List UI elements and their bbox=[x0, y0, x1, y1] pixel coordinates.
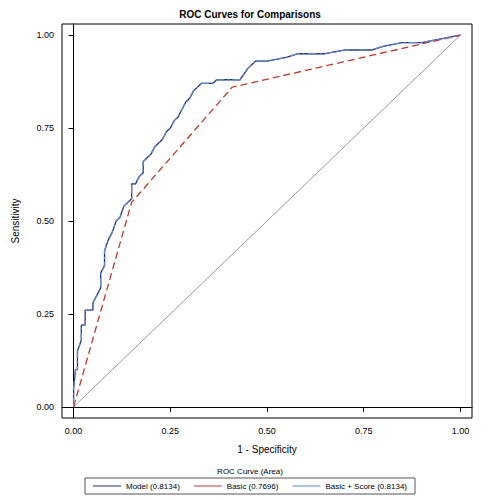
svg-text:1.00: 1.00 bbox=[36, 30, 54, 40]
svg-text:0.50: 0.50 bbox=[258, 426, 276, 436]
svg-text:0.25: 0.25 bbox=[36, 309, 54, 319]
svg-text:Model (0.8134): Model (0.8134) bbox=[126, 482, 180, 491]
svg-text:1.00: 1.00 bbox=[452, 426, 470, 436]
svg-text:0.25: 0.25 bbox=[162, 426, 180, 436]
svg-text:0.75: 0.75 bbox=[355, 426, 373, 436]
svg-text:ROC Curve (Area): ROC Curve (Area) bbox=[217, 467, 283, 476]
svg-text:1 - Specificity: 1 - Specificity bbox=[237, 444, 296, 455]
svg-text:Basic + Score (0.8134): Basic + Score (0.8134) bbox=[325, 482, 407, 491]
svg-text:Basic (0.7696): Basic (0.7696) bbox=[227, 482, 279, 491]
svg-text:0.00: 0.00 bbox=[36, 402, 54, 412]
svg-text:0.75: 0.75 bbox=[36, 123, 54, 133]
svg-text:0.50: 0.50 bbox=[36, 216, 54, 226]
svg-text:0.00: 0.00 bbox=[65, 426, 83, 436]
svg-text:ROC Curves for Comparisons: ROC Curves for Comparisons bbox=[179, 9, 321, 20]
svg-text:Sensitivity: Sensitivity bbox=[10, 198, 21, 243]
